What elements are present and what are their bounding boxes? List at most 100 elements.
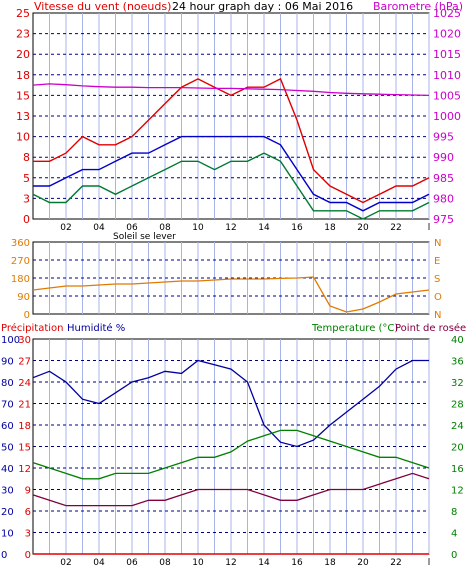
graph-title: 24 hour graph day : 06 Mai 2016	[172, 0, 353, 13]
x-tick-label: l	[428, 558, 431, 566]
pressure-y-tick: 1005	[433, 89, 461, 102]
wind-y-tick: 15	[16, 89, 30, 102]
pressure-y-tick: 1000	[433, 110, 461, 123]
x-tick-label: 12	[225, 558, 236, 566]
pressure-y-tick: 985	[433, 172, 454, 185]
x-tick-label: 08	[159, 558, 171, 566]
wind-y-tick: 20	[16, 48, 30, 61]
direction-y-tick: 270	[11, 256, 30, 267]
pressure-y-tick: 1015	[433, 48, 461, 61]
precipitation-label: Précipitation	[1, 322, 64, 334]
temperature-y-tick: 36	[451, 357, 464, 368]
temperature-y-tick: 24	[451, 421, 464, 432]
x-tick-label: 18	[324, 558, 336, 566]
temperature-y-tick: 40	[451, 335, 464, 346]
compass-y-tick: N	[434, 238, 441, 249]
x-tick-label: 08	[159, 223, 171, 233]
humidity-y-tick: 0	[1, 550, 7, 561]
x-tick-label: 14	[258, 223, 270, 233]
wind-y-tick: 0	[23, 213, 30, 226]
barometer-label: Barometre (hPa)	[373, 0, 463, 13]
temperature-y-tick: 4	[451, 529, 457, 540]
sunrise-label-top: Soleil se lever	[113, 232, 176, 242]
humidity-y-tick: 40	[1, 464, 14, 475]
x-tick-label: 10	[192, 223, 204, 233]
precipitation-y-tick: 21	[18, 400, 31, 411]
pressure-y-tick: 980	[433, 192, 454, 205]
pressure-y-tick: 975	[433, 213, 454, 226]
compass-y-tick: O	[434, 292, 442, 303]
pressure-y-tick: 995	[433, 131, 454, 144]
humidity-y-tick: 90	[1, 357, 14, 368]
wind-y-tick: 5	[23, 172, 30, 185]
x-tick-label: 04	[93, 558, 105, 566]
humidity-y-tick: 20	[1, 507, 14, 518]
temperature-y-tick: 16	[451, 464, 464, 475]
temperature-label: Temperature (°C)	[311, 323, 398, 334]
precipitation-y-tick: 24	[18, 378, 31, 389]
direction-y-tick: 90	[17, 292, 30, 303]
wind-y-tick: 25	[16, 7, 30, 20]
temperature-y-tick: 28	[451, 400, 464, 411]
x-tick-label: 22	[390, 558, 401, 566]
precipitation-y-tick: 18	[18, 421, 31, 432]
gust-wind-line	[33, 77, 430, 204]
wind-speed-label: Vitesse du vent (noeuds)	[34, 0, 171, 13]
humidity-y-tick: 70	[1, 400, 14, 411]
low-wind-line	[32, 152, 430, 220]
temperature-y-tick: 20	[451, 443, 464, 454]
x-tick-label: 02	[60, 558, 71, 566]
x-tick-label: 20	[357, 558, 369, 566]
direction-y-tick: 0	[24, 310, 30, 321]
humidity-y-tick: 10	[1, 529, 14, 540]
precipitation-y-tick: 27	[18, 357, 31, 368]
humidity-label: Humidité %	[67, 322, 125, 334]
humidity-y-tick: 100	[1, 335, 20, 346]
x-tick-label: 06	[126, 223, 138, 233]
x-tick-label: 16	[291, 223, 303, 233]
precipitation-y-tick: 0	[25, 550, 31, 561]
pressure-y-tick: 1020	[433, 28, 461, 41]
temperature-humidity-chart: 0102030405060708090100036912151821242730…	[1, 335, 464, 568]
dew-point-label: Point de rosée	[395, 322, 466, 334]
wind-y-tick: 13	[16, 110, 30, 123]
precipitation-y-tick: 9	[25, 486, 31, 497]
temperature-y-tick: 32	[451, 378, 464, 389]
compass-y-tick: N	[434, 310, 441, 321]
pressure-y-tick: 1025	[433, 7, 461, 20]
wind-y-tick: 3	[23, 192, 30, 205]
x-tick-label: 10	[192, 558, 204, 566]
humidity-y-tick: 50	[1, 443, 14, 454]
wind-y-tick: 23	[16, 28, 30, 41]
pressure-y-tick: 990	[433, 151, 454, 164]
x-tick-label: 04	[93, 223, 105, 233]
wind-y-tick: 10	[16, 131, 30, 144]
x-tick-label: 02	[60, 223, 71, 233]
precipitation-y-tick: 3	[25, 529, 31, 540]
temperature-y-tick: 0	[451, 550, 457, 561]
x-tick-label: 06	[126, 558, 138, 566]
wind-y-tick: 18	[16, 69, 30, 82]
temperature-y-tick: 8	[451, 507, 457, 518]
temperature-y-tick: 12	[451, 486, 464, 497]
x-tick-label: 22	[390, 223, 401, 233]
wind-y-tick: 8	[23, 151, 30, 164]
compass-y-tick: S	[434, 274, 440, 285]
direction-line	[32, 276, 430, 313]
temperature-line	[32, 429, 430, 480]
x-tick-label: 14	[258, 558, 270, 566]
x-tick-label: 16	[291, 558, 303, 566]
x-tick-label: 12	[225, 223, 236, 233]
humidity-line	[32, 359, 429, 448]
wind-wind-line	[33, 135, 430, 212]
precipitation-y-tick: 6	[25, 507, 31, 518]
x-tick-label: 18	[324, 223, 336, 233]
direction-y-tick: 360	[11, 238, 30, 249]
pressure-y-tick: 1010	[433, 69, 461, 82]
precipitation-y-tick: 12	[18, 464, 31, 475]
direction-y-tick: 180	[11, 274, 30, 285]
dew-line	[32, 472, 430, 507]
